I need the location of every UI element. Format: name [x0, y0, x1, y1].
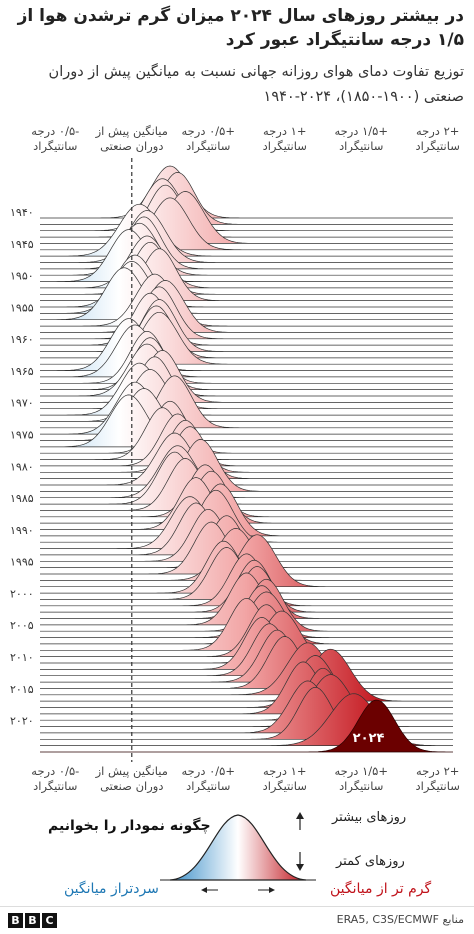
ridge-2016 [40, 648, 453, 702]
ridge-1944 [40, 191, 453, 244]
year-label: ۱۹۷۵ [10, 429, 34, 442]
top-tick-label: +۲ درجه سانتیگراد [415, 124, 460, 153]
legend-warmer: گرم تر از میانگین [330, 881, 432, 897]
source-credit: منابع ERA5, C3S/ECMWF [336, 913, 464, 926]
ridge-1988 [40, 470, 453, 524]
ridge-1942 [40, 178, 453, 232]
top-tick-label: +۱ درجه سانتیگراد [262, 124, 307, 153]
ridge-1983 [40, 439, 453, 492]
year-label: ۱۹۸۵ [10, 492, 34, 505]
arrow-right-head-icon [269, 887, 275, 893]
ridge-1940 [40, 165, 453, 219]
legend-graphic [160, 812, 316, 893]
ridge-1984 [40, 445, 453, 499]
bottom-tick-label: +۲ درجه سانتیگراد [415, 764, 460, 793]
legend-cooler: سردتراز میانگین [64, 881, 159, 897]
ridge-1945 [40, 197, 453, 251]
year-label: ۲۰۱۰ [10, 651, 34, 664]
legend-more-days: روزهای بیشتر [332, 810, 407, 825]
year-label: ۱۹۵۵ [10, 301, 34, 314]
ridge-2011 [40, 617, 453, 670]
ridge-1979 [40, 413, 453, 467]
legend-heading: چگونه نمودار را بخوانیم [48, 818, 211, 834]
legend-fewer-days: روزهای کمتر [336, 854, 405, 869]
year-label: ۱۹۶۵ [10, 365, 34, 378]
footer: B B C منابع ERA5, C3S/ECMWF [0, 906, 474, 934]
ridge-2008 [40, 597, 453, 651]
chart-subtitle: توزیع تفاوت دمای هوای روزانه جهانی نسبت … [48, 64, 464, 105]
top-tick-label: +۰/۵ درجه سانتیگراد [181, 124, 235, 153]
ridge-1985 [40, 451, 453, 505]
year-label: ۲۰۰۵ [10, 619, 34, 632]
ridge-1987 [40, 464, 453, 518]
year-label: ۲۰۲۰ [10, 715, 34, 728]
year-label: ۱۹۹۰ [10, 524, 34, 537]
ridge-1991 [40, 489, 453, 543]
year-label: ۱۹۸۰ [10, 460, 34, 473]
ridge-1978 [40, 407, 453, 460]
ridge-1986 [40, 458, 453, 511]
highlight-year-label: ۲۰۲۴ [353, 731, 385, 746]
bottom-tick-label: میانگین پیش از دوران صنعتی [95, 764, 168, 793]
year-label: ۱۹۶۰ [10, 333, 34, 346]
year-label: ۱۹۵۰ [10, 270, 34, 283]
arrow-up-head-icon [296, 812, 304, 819]
ridge-2015 [40, 642, 453, 696]
year-label: ۲۰۰۰ [10, 587, 34, 600]
year-label: ۱۹۹۵ [10, 556, 34, 569]
year-label: ۱۹۷۰ [10, 397, 34, 410]
bottom-tick-label: +۱ درجه سانتیگراد [262, 764, 307, 793]
top-tick-label: میانگین پیش از دوران صنعتی [95, 124, 168, 153]
chart-title: در بیشتر روزهای سال ۲۰۲۴ میزان گرم ترشدن… [17, 6, 464, 50]
year-label: ۲۰۱۵ [10, 683, 34, 696]
ridge-1990 [40, 483, 453, 537]
ridge-1981 [40, 426, 453, 479]
bbc-logo: B B C [8, 913, 57, 928]
ridge-1982 [40, 432, 453, 486]
year-label: ۱۹۴۵ [10, 238, 34, 251]
ridge-2012 [40, 623, 453, 677]
arrow-left-head-icon [201, 887, 207, 893]
ridge-2024 [40, 699, 453, 753]
bottom-tick-label: -۰/۵ درجه سانتیگراد [31, 764, 80, 793]
top-tick-label: +۱/۵ درجه سانتیگراد [334, 124, 388, 153]
top-tick-label: -۰/۵ درجه سانتیگراد [31, 124, 80, 153]
year-label: ۱۹۴۰ [10, 206, 34, 219]
ridge-1943 [40, 184, 453, 238]
ridge-1946 [40, 203, 453, 257]
bbc-logo-letter: B [25, 913, 40, 928]
ridge-2014 [40, 636, 453, 689]
ridge-1980 [40, 419, 453, 473]
bottom-tick-label: +۰/۵ درجه سانتیگراد [181, 764, 235, 793]
bbc-logo-letter: C [42, 913, 57, 928]
bbc-logo-letter: B [8, 913, 23, 928]
bottom-tick-label: +۱/۵ درجه سانتیگراد [334, 764, 388, 793]
ridge-1965 [40, 324, 453, 378]
ridge-2013 [40, 629, 453, 683]
arrow-down-head-icon [296, 864, 304, 871]
ridge-1941 [40, 172, 453, 225]
legend-curve [169, 814, 307, 881]
